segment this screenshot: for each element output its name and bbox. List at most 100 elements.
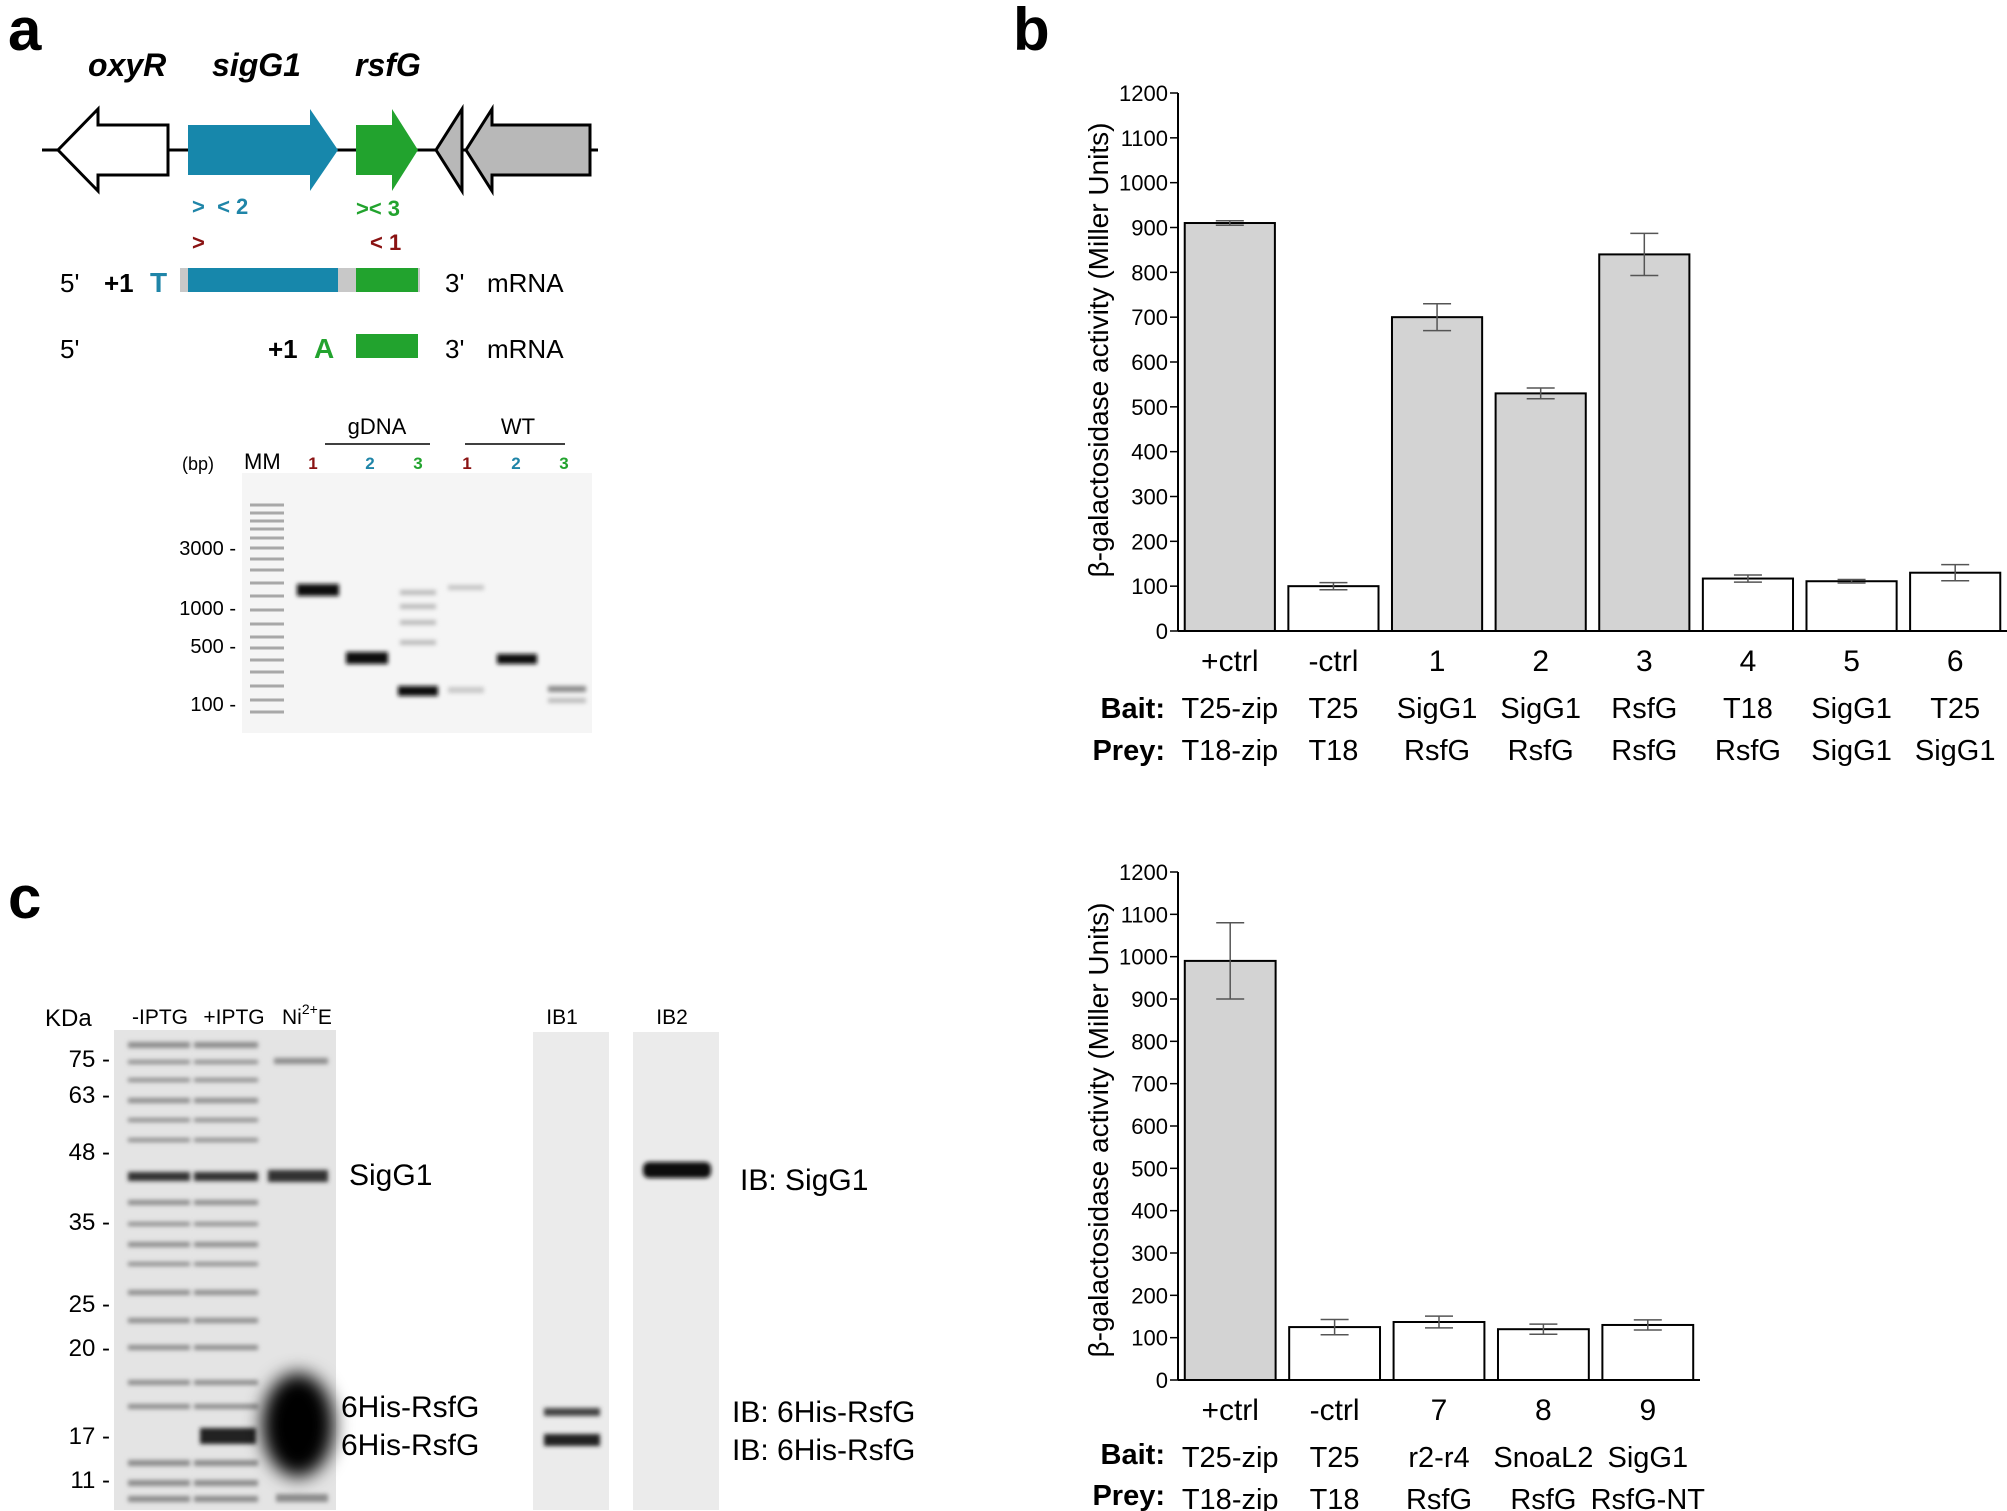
chart1-ytick-label: 100 bbox=[1131, 574, 1168, 599]
chart2-bait-row-label: Bait: bbox=[1101, 1439, 1165, 1471]
chart2-ytick-label: 100 bbox=[1131, 1326, 1168, 1351]
ib2-sigg1-band bbox=[643, 1162, 711, 1178]
ib-label-rsfg-upper: IB: 6His-RsfG bbox=[732, 1396, 915, 1429]
chart1-bait-label: SigG1 bbox=[1500, 693, 1581, 725]
chart2-category-label: +ctrl bbox=[1201, 1394, 1259, 1427]
chart1-bait-label: T18 bbox=[1723, 693, 1773, 725]
immunoblot-ib2 bbox=[633, 1032, 719, 1510]
transcript-2-three-prime: 3' bbox=[445, 334, 464, 364]
coomassie-label-sigg1: SigG1 bbox=[349, 1159, 432, 1192]
ni-suffix: E bbox=[318, 1006, 332, 1029]
chart2-ytick-label: 200 bbox=[1131, 1283, 1168, 1308]
transcript-1: 5' +1 T 3' mRNA bbox=[60, 267, 564, 298]
chart2: 0 100 200 300 400 500 600 700 800 900 1000 1100 1200… bbox=[1119, 860, 1705, 1511]
gel-group-wt: WT bbox=[501, 414, 535, 439]
chart1-prey-label: SigG1 bbox=[1915, 735, 1996, 767]
chart1-bait-label: T25 bbox=[1930, 693, 1980, 725]
gel-lane-ni-elution: Ni2+E bbox=[282, 1001, 332, 1029]
kda-marker-35: 35 - bbox=[69, 1209, 110, 1236]
kda-marker-17: 17 - bbox=[69, 1423, 110, 1450]
transcript-1-mrna-label: mRNA bbox=[487, 268, 564, 298]
chart1-bait-label: SigG1 bbox=[1811, 693, 1892, 725]
chart2-ytick-label: 400 bbox=[1131, 1199, 1168, 1224]
chart2-bait-label: T25-zip bbox=[1182, 1442, 1279, 1474]
gel-band-lane4 bbox=[448, 585, 484, 590]
chart1-ytick-label: 200 bbox=[1131, 529, 1168, 554]
chart1: 0 100 200 300 400 500 600 700 800 900 1000 1100 1200… bbox=[1119, 81, 2007, 767]
transcript-2-tss: +1 bbox=[268, 334, 298, 364]
chart1-prey-label: RsfG bbox=[1611, 735, 1677, 767]
coomassie-rsfg-band-elution bbox=[262, 1373, 334, 1477]
blot-label-ib1: IB1 bbox=[546, 1006, 578, 1029]
sigg1-gene-arrow bbox=[188, 109, 338, 191]
chart2-ytick-label: 300 bbox=[1131, 1241, 1168, 1266]
pcr-gel: gDNA WT (bp) MM 1 2 3 1 2 3 3000 - 1000 … bbox=[179, 414, 592, 733]
chart1-prey-label: SigG1 bbox=[1811, 735, 1892, 767]
ib1-band-upper bbox=[544, 1408, 600, 1416]
gel-band-lane2 bbox=[346, 652, 388, 664]
chart1-bait-label: T25-zip bbox=[1181, 693, 1278, 725]
chart1-bar bbox=[1598, 253, 1691, 632]
ib-label-sigg1: IB: SigG1 bbox=[740, 1164, 868, 1197]
chart1-prey-row-label: Prey: bbox=[1092, 735, 1165, 767]
chart2-ytick-label: 1100 bbox=[1121, 902, 1168, 927]
chart1-bait-label: T25 bbox=[1308, 693, 1358, 725]
chart1-prey-label: RsfG bbox=[1404, 735, 1470, 767]
chart2-prey-label: RsfG bbox=[1406, 1484, 1472, 1511]
oxyr-gene-arrow bbox=[55, 105, 170, 195]
gene-label-rsfg: rsfG bbox=[355, 47, 421, 83]
gel-kda-unit: KDa bbox=[45, 1005, 92, 1032]
kda-marker-75: 75 - bbox=[69, 1046, 110, 1073]
chart2-ytick-label: 1200 bbox=[1119, 860, 1168, 885]
chart1-ytick-label: 500 bbox=[1131, 395, 1168, 420]
chart1-category-label: 3 bbox=[1636, 645, 1653, 678]
chart2-bar bbox=[1183, 959, 1277, 1382]
transcript-1-start-base: T bbox=[150, 267, 167, 298]
chart1-ytick-label: 600 bbox=[1131, 350, 1168, 375]
transcript-1-rsfg-segment bbox=[356, 268, 418, 292]
chart1-bar bbox=[1390, 316, 1484, 632]
chart1-bait-label: SigG1 bbox=[1397, 693, 1478, 725]
chart2-bait-label: T25 bbox=[1310, 1442, 1360, 1474]
chart2-ytick-label: 500 bbox=[1131, 1156, 1168, 1181]
chart2-prey-label: RsfG bbox=[1510, 1484, 1576, 1511]
gel-lane-1: 1 bbox=[308, 454, 317, 473]
gel-band-lane1 bbox=[297, 584, 339, 596]
chart1-ytick-label: 300 bbox=[1131, 485, 1168, 510]
chart1-ytick-label: 900 bbox=[1131, 216, 1168, 241]
chart1-prey-label: T18-zip bbox=[1181, 735, 1278, 767]
chart1-bar bbox=[1909, 571, 2002, 633]
gel-ladder-100: 100 - bbox=[190, 694, 236, 716]
gel-lane-3: 3 bbox=[413, 454, 422, 473]
chart1-y-axis-label: β-galactosidase activity (Miller Units) bbox=[1083, 123, 1114, 578]
chart1-bar bbox=[1805, 580, 1898, 632]
coomassie-lane-bands bbox=[128, 1042, 328, 1502]
chart2-y-axis-label: β-galactosidase activity (Miller Units) bbox=[1083, 903, 1114, 1358]
gel-lane-2: 2 bbox=[365, 454, 374, 473]
gel-lane-6: 3 bbox=[559, 454, 568, 473]
chart1-prey-label: RsfG bbox=[1508, 735, 1574, 767]
panel-label-b: b bbox=[1013, 0, 1050, 63]
chart1-category-label: 5 bbox=[1843, 645, 1860, 678]
chart2-prey-row-label: Prey: bbox=[1092, 1480, 1165, 1511]
transcript-2-five-prime: 5' bbox=[60, 334, 79, 364]
chart1-ytick-label: 700 bbox=[1131, 305, 1168, 330]
chart1-prey-label: RsfG bbox=[1715, 735, 1781, 767]
chart1-category-label: -ctrl bbox=[1308, 645, 1358, 678]
transcript-2-start-base: A bbox=[314, 333, 334, 364]
chart2-ytick-label: 0 bbox=[1156, 1368, 1168, 1393]
kda-marker-20: 20 - bbox=[69, 1335, 110, 1362]
gel-marker-ladder bbox=[250, 503, 284, 714]
gene-label-oxyr: oxyR bbox=[88, 47, 166, 83]
blot-label-ib2: IB2 bbox=[656, 1006, 688, 1029]
chart1-ytick-label: 1100 bbox=[1121, 126, 1168, 151]
gel-band-lane6-low bbox=[548, 698, 586, 703]
chart1-ytick-label: 400 bbox=[1131, 440, 1168, 465]
transcript-2: 5' +1 A 3' mRNA bbox=[60, 333, 564, 364]
gel-lane-5: 2 bbox=[511, 454, 520, 473]
chart1-ytick-label: 1200 bbox=[1119, 81, 1168, 106]
gene-label-sigg1: sigG1 bbox=[212, 47, 301, 83]
gel-band-lane6 bbox=[548, 686, 586, 692]
gel-unit: (bp) bbox=[182, 454, 214, 474]
